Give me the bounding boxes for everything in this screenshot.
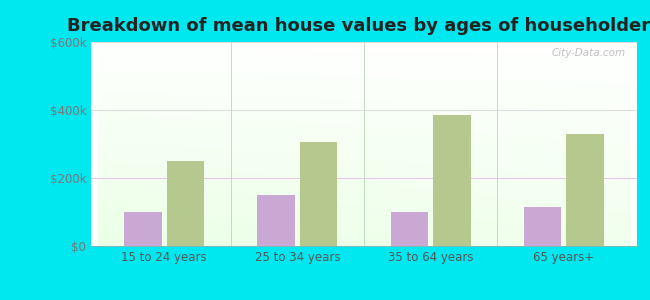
Bar — [257, 195, 294, 246]
Bar — [391, 212, 428, 246]
Title: Breakdown of mean house values by ages of householders: Breakdown of mean house values by ages o… — [67, 17, 650, 35]
Text: City-Data.com: City-Data.com — [552, 48, 626, 58]
Bar — [566, 134, 604, 246]
Bar — [434, 115, 471, 246]
Bar — [167, 161, 204, 246]
Bar — [524, 207, 561, 246]
Bar — [300, 142, 337, 246]
Bar — [124, 212, 162, 246]
